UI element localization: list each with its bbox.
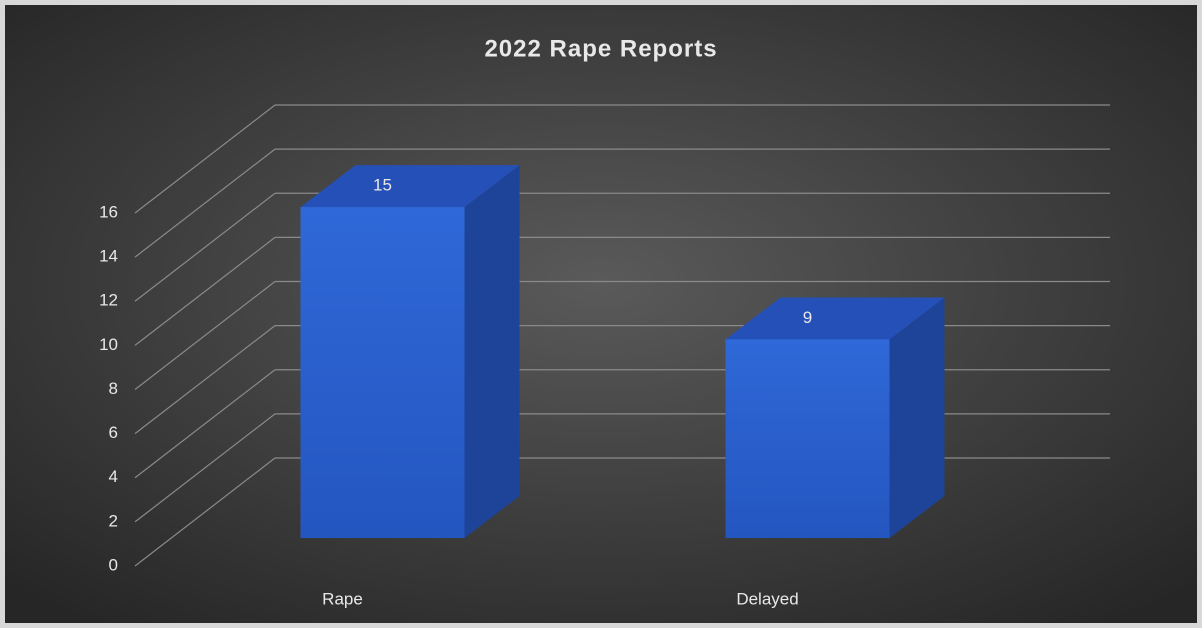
bar-top (725, 297, 945, 340)
chart-area (5, 5, 1197, 623)
y-tick-label: 0 (109, 555, 118, 574)
grid-line (134, 369, 276, 479)
y-tick-label: 6 (109, 423, 118, 442)
y-tick-label: 12 (99, 291, 118, 310)
bar-side (889, 297, 945, 538)
y-tick-label: 16 (99, 202, 118, 221)
y-tick-label: 10 (99, 335, 118, 354)
data-label: 9 (803, 308, 812, 327)
bar-side (464, 165, 520, 538)
grid-line (134, 236, 276, 346)
bar (300, 207, 465, 538)
y-tick-label: 8 (109, 379, 118, 398)
y-tick-label: 4 (109, 467, 118, 486)
grid-line (134, 325, 276, 435)
grid-line (134, 104, 276, 214)
y-tick-label: 14 (99, 247, 118, 266)
x-tick-label: Rape (322, 589, 363, 608)
bar (725, 339, 890, 538)
bar-top (300, 165, 520, 208)
data-label: 15 (373, 176, 392, 195)
grid-line (134, 281, 276, 390)
chart-title: 2022 Rape Reports (484, 35, 717, 62)
grid-line (134, 457, 276, 567)
grid-line (134, 413, 276, 523)
grid-line (134, 148, 276, 258)
x-tick-label: Delayed (736, 589, 798, 608)
grid-line (134, 192, 276, 302)
y-tick-label: 2 (109, 511, 118, 530)
